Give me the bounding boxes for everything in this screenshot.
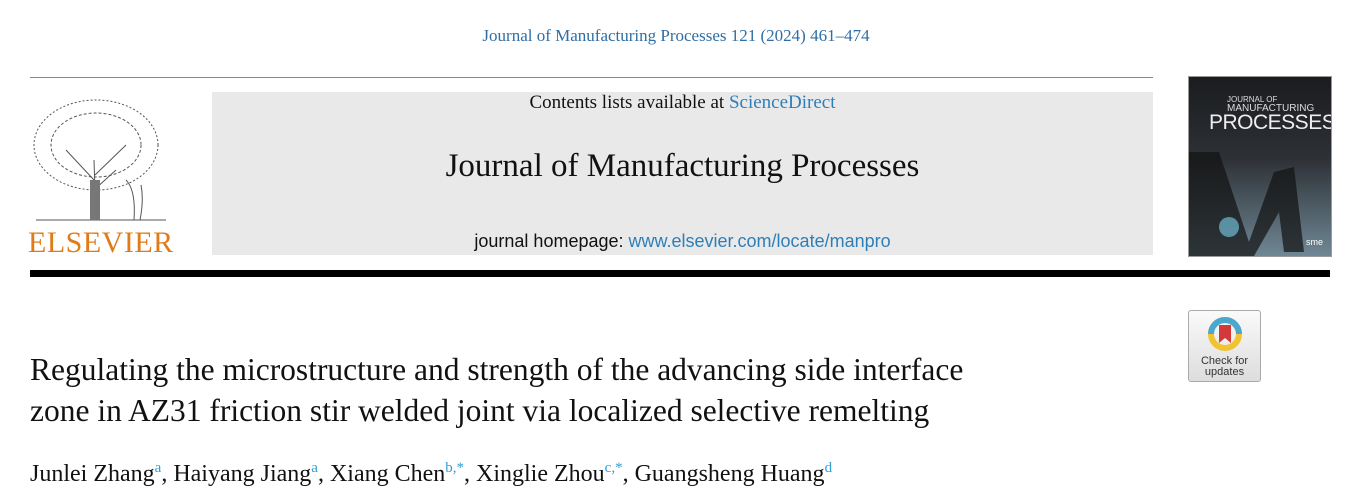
author-separator: , — [317, 461, 330, 487]
author-separator: , — [161, 461, 174, 487]
author-list: Junlei Zhanga, Haiyang Jianga, Xiang Che… — [30, 460, 832, 488]
author-affiliation[interactable]: a — [311, 460, 318, 476]
check-for-updates-button[interactable]: Check for updates — [1188, 310, 1261, 382]
cover-m-graphic-icon — [1189, 152, 1304, 256]
journal-reference[interactable]: Journal of Manufacturing Processes 121 (… — [482, 26, 870, 45]
homepage-line: journal homepage: www.elsevier.com/locat… — [212, 231, 1153, 252]
author-name[interactable]: Xinglie Zhou — [476, 461, 605, 487]
updates-label: updates — [1204, 366, 1245, 378]
author-affiliation[interactable]: d — [824, 460, 833, 476]
title-line-2: zone in AZ31 friction stir welded joint … — [30, 393, 930, 428]
contents-line: Contents lists available at ScienceDirec… — [212, 92, 1153, 114]
journal-header-box — [212, 92, 1153, 255]
divider — [30, 77, 1153, 78]
author-name[interactable]: Junlei Zhang — [30, 461, 155, 487]
author-separator: , — [622, 461, 635, 487]
journal-cover-image[interactable]: JOURNAL OF MANUFACTURING PROCESSES sme — [1188, 76, 1332, 257]
author-name[interactable]: Guangsheng Huang — [634, 461, 825, 487]
homepage-prefix: journal homepage: — [474, 231, 629, 251]
article-title: Regulating the microstructure and streng… — [30, 349, 1160, 431]
author-name[interactable]: Xiang Chen — [329, 461, 446, 487]
sciencedirect-link[interactable]: ScienceDirect — [728, 92, 836, 113]
author-name[interactable]: Haiyang Jiang — [173, 461, 312, 487]
elsevier-wordmark: ELSEVIER — [28, 226, 174, 259]
journal-title: Journal of Manufacturing Processes — [445, 148, 920, 184]
cover-line1: JOURNAL OF MANUFACTURING — [1227, 95, 1315, 114]
check-for-label: Check for — [1200, 355, 1249, 367]
header-thick-rule — [30, 270, 1330, 277]
author-separator: , — [464, 461, 477, 487]
author-affiliation[interactable]: c,* — [604, 460, 623, 476]
author-affiliation[interactable]: a — [154, 460, 162, 476]
cover-title: PROCESSES — [1209, 111, 1332, 134]
sme-badge: sme — [1306, 237, 1324, 247]
contents-prefix: Contents lists available at — [529, 92, 729, 113]
title-line-1: Regulating the microstructure and streng… — [30, 352, 964, 387]
bookmark-ring-icon — [1207, 317, 1242, 351]
author-affiliation[interactable]: b,* — [445, 460, 465, 476]
elsevier-tree-logo-icon[interactable] — [26, 90, 182, 260]
homepage-link[interactable]: www.elsevier.com/locate/manpro — [628, 231, 891, 251]
